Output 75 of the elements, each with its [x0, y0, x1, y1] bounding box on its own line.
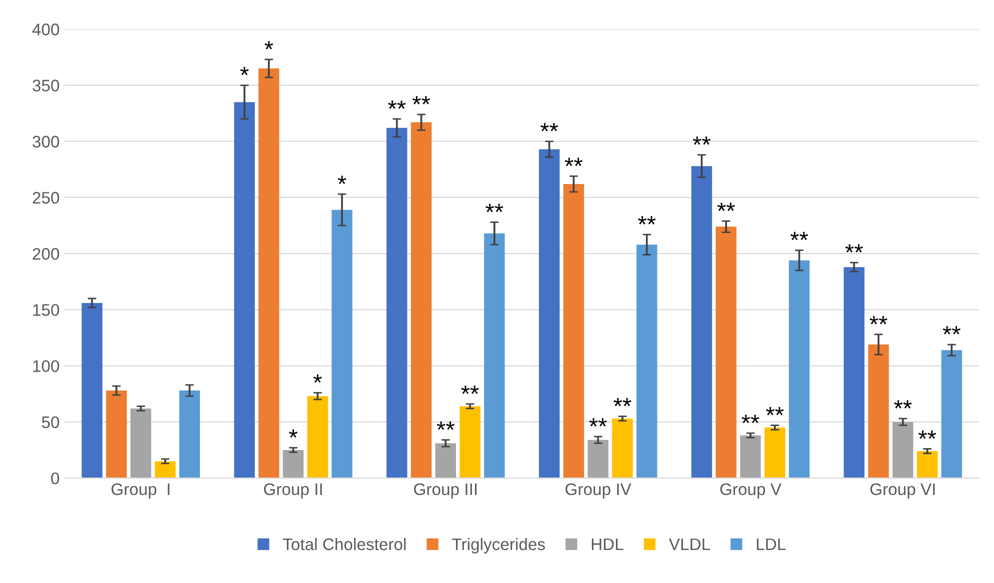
y-tick-label: 150	[33, 304, 60, 316]
bar	[636, 244, 658, 478]
y-tick-label: 400	[32, 24, 60, 36]
data-label: **	[766, 406, 784, 416]
data-label: **	[638, 216, 656, 224]
bar	[588, 440, 608, 478]
data-label: **	[589, 418, 607, 426]
y-tick-label: 300	[32, 136, 60, 148]
data-label: **	[486, 204, 504, 212]
bar	[234, 102, 255, 478]
data-label: **	[412, 96, 430, 104]
data-label: **	[436, 422, 454, 430]
x-tick-label: Group III	[414, 483, 477, 498]
data-label: **	[564, 158, 582, 166]
bar	[282, 450, 304, 478]
bar	[435, 443, 456, 478]
legend-label: Triglycerides	[452, 538, 545, 554]
data-label: **	[540, 123, 558, 132]
bar	[716, 226, 736, 478]
x-tick-label: Group II	[264, 483, 322, 498]
data-label: **	[845, 244, 863, 253]
data-label: **	[388, 100, 406, 109]
bar	[106, 390, 127, 478]
y-tick-label: 250	[32, 192, 60, 204]
bar	[892, 422, 914, 478]
data-label: *	[338, 176, 346, 184]
bar	[740, 435, 761, 478]
data-label: **	[790, 232, 808, 240]
data-label: **	[870, 316, 888, 324]
bar	[179, 390, 200, 478]
data-label: *	[240, 66, 249, 76]
bar	[154, 461, 176, 478]
bar	[941, 350, 962, 478]
data-label: **	[942, 326, 960, 334]
bar	[386, 128, 408, 478]
x-tick-label: Group V	[720, 483, 782, 498]
bar	[563, 184, 584, 478]
bar	[484, 233, 505, 478]
bar	[538, 149, 560, 478]
bar	[788, 260, 810, 478]
y-tick-label: 0	[51, 472, 60, 484]
y-tick-label: 100	[33, 360, 60, 372]
y-tick-label: 200	[32, 248, 60, 260]
bar	[130, 408, 152, 478]
bar	[612, 418, 633, 478]
legend-label: LDL	[756, 538, 786, 550]
data-label: **	[614, 398, 632, 406]
legend-label: Total Cholesterol	[282, 538, 406, 550]
bar	[844, 267, 864, 478]
bar	[460, 406, 480, 478]
data-label: **	[692, 136, 711, 145]
bar	[82, 302, 102, 478]
data-label: *	[264, 41, 274, 50]
bar	[764, 428, 786, 478]
y-tick-label: 50	[42, 416, 60, 428]
bar	[691, 166, 712, 478]
y-tick-label: 350	[32, 80, 60, 92]
data-label: **	[918, 430, 936, 439]
data-label: **	[894, 400, 912, 409]
bar	[916, 451, 938, 478]
x-tick-label: Group VI	[870, 483, 935, 498]
data-label: **	[742, 414, 760, 424]
data-label: **	[717, 202, 735, 211]
bar	[307, 396, 328, 478]
bar	[258, 68, 280, 478]
legend-label: VLDL	[668, 538, 710, 550]
x-tick-label: Group IV	[566, 483, 632, 498]
bar	[332, 210, 352, 478]
x-tick-label: Group I	[112, 483, 170, 498]
data-label: *	[313, 374, 322, 383]
bar	[868, 344, 889, 478]
data-label: *	[289, 429, 298, 438]
data-label: **	[461, 386, 479, 394]
bar	[410, 122, 432, 478]
legend-label: HDL	[592, 538, 624, 550]
